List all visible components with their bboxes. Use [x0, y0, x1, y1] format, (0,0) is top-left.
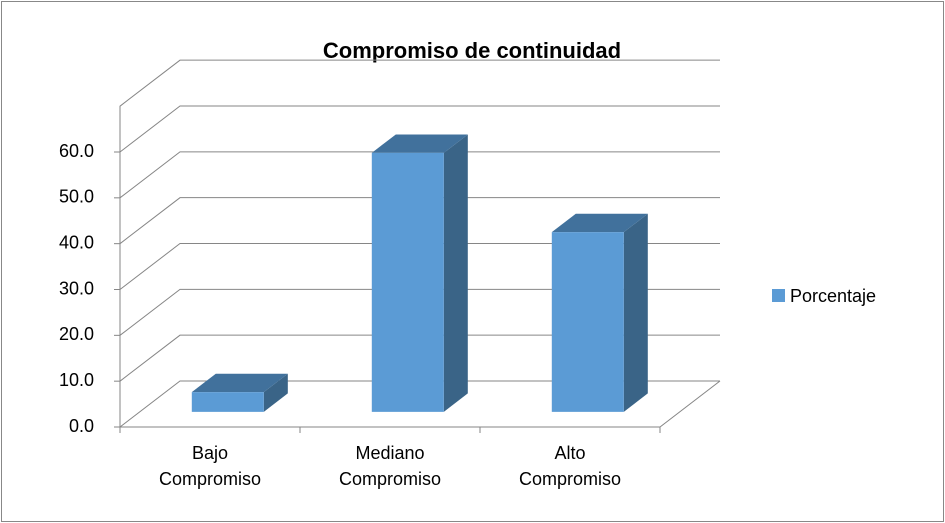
- bar: [551, 232, 624, 412]
- bar-side: [623, 213, 648, 412]
- grid-line: [119, 243, 720, 290]
- chart-title: Compromiso de continuidad: [323, 38, 621, 63]
- grid-line: [119, 380, 720, 428]
- x-tick-label: Alto Compromiso: [518, 443, 622, 489]
- x-tick-label: Bajo Compromiso: [158, 443, 262, 489]
- bar-side: [263, 373, 288, 412]
- y-tick-label: 10.0: [59, 370, 94, 390]
- legend-label: Porcentaje: [790, 286, 876, 306]
- bar: [191, 392, 264, 412]
- x-tick-label: Mediano Compromiso: [338, 443, 442, 489]
- grid-line: [119, 288, 720, 336]
- y-tick-label: 60.0: [59, 141, 94, 161]
- y-tick-label: 0.0: [69, 416, 94, 436]
- bar-top: [371, 134, 468, 153]
- y-tick-label: 40.0: [59, 232, 94, 252]
- bar-top: [551, 213, 648, 233]
- grid-line: [119, 151, 720, 199]
- grid-line: [119, 105, 720, 153]
- y-tick-label: 20.0: [59, 324, 94, 344]
- bar-side: [443, 134, 468, 412]
- wall-frame: [119, 59, 720, 427]
- grid-line: [119, 197, 720, 245]
- y-tick-label: 30.0: [59, 278, 94, 298]
- grid-line: [119, 334, 720, 382]
- y-tick-label: 50.0: [59, 187, 94, 207]
- bar-top: [191, 373, 288, 393]
- bar: [371, 152, 444, 412]
- legend-swatch: [772, 289, 785, 302]
